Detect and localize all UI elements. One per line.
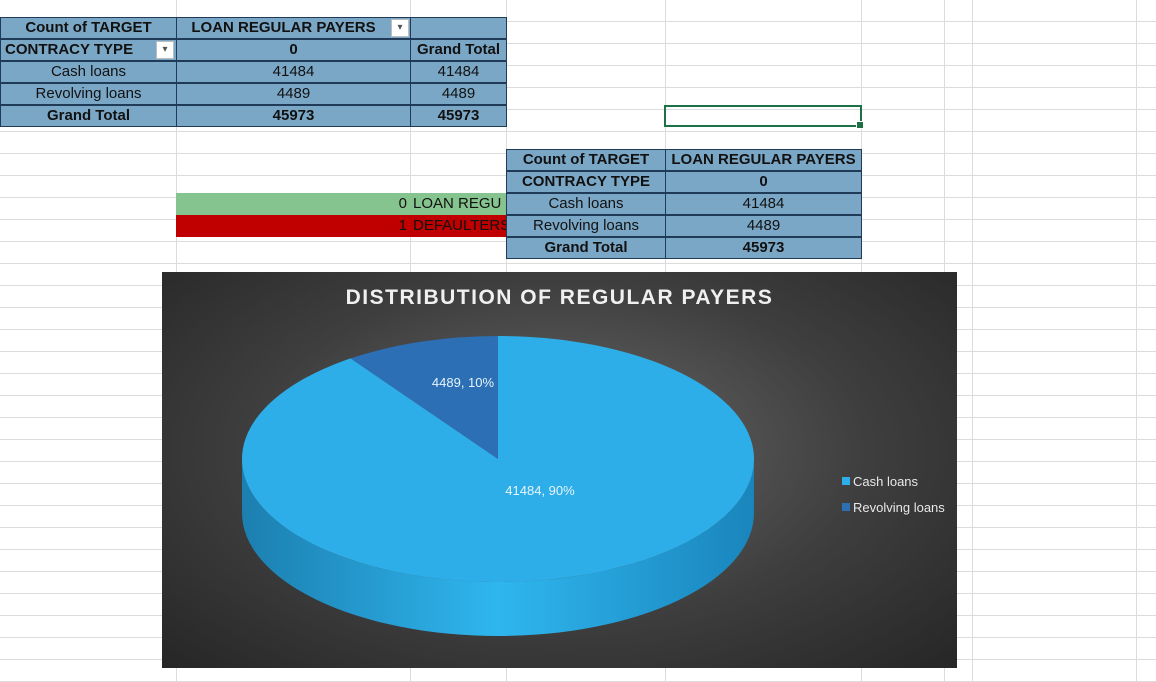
legend-swatch bbox=[842, 503, 850, 511]
legend-label: Cash loans bbox=[853, 473, 919, 489]
key-text-1[interactable]: DEFAULTERS bbox=[411, 215, 507, 237]
key-text-0[interactable]: LOAN REGU bbox=[411, 193, 507, 215]
pivot-cell-value[interactable]: 4489 bbox=[665, 215, 862, 237]
pivot-row-label[interactable]: Revolving loans bbox=[0, 83, 177, 105]
pivot-cell-total[interactable]: 4489 bbox=[410, 83, 507, 105]
column-line bbox=[1136, 0, 1137, 682]
pie-svg: 41484, 90% 4489, 10% bbox=[242, 336, 755, 636]
pivot-cell-total[interactable]: 41484 bbox=[410, 61, 507, 83]
legend-swatch bbox=[842, 477, 850, 485]
fill-handle[interactable] bbox=[856, 121, 864, 129]
pivot-grand-total-total[interactable]: 45973 bbox=[410, 105, 507, 127]
pivot-grand-total-header[interactable]: Grand Total bbox=[410, 39, 507, 61]
pie-data-label: 4489, 10% bbox=[432, 375, 495, 390]
pivot-column-value[interactable]: 0 bbox=[176, 39, 411, 61]
pivot-grand-total-value[interactable]: 45973 bbox=[665, 237, 862, 259]
filter-dropdown-icon[interactable]: ▾ bbox=[391, 19, 409, 37]
pivot-grand-total-label[interactable]: Grand Total bbox=[506, 237, 666, 259]
pie-data-label: 41484, 90% bbox=[505, 483, 575, 498]
pie-slice-cash-loans bbox=[242, 336, 755, 582]
pivot-cell-value[interactable]: 41484 bbox=[665, 193, 862, 215]
pivot-row-label[interactable]: Cash loans bbox=[506, 193, 666, 215]
pie-slice-revolving-loans bbox=[350, 336, 498, 459]
pivot-header-count[interactable]: Count of TARGET bbox=[0, 17, 177, 39]
pie-side bbox=[242, 459, 754, 636]
pivot-cell-value[interactable]: 41484 bbox=[176, 61, 411, 83]
pie-chart[interactable]: DISTRIBUTION OF REGULAR PAYERS 41484, 90… bbox=[162, 272, 957, 668]
key-code-0[interactable]: 0 bbox=[176, 193, 411, 215]
pivot-header-column-field[interactable]: LOAN REGULAR PAYERS bbox=[176, 17, 411, 39]
pivot-grand-total-label[interactable]: Grand Total bbox=[0, 105, 177, 127]
selected-cell[interactable] bbox=[664, 105, 864, 129]
legend-item: Revolving loans bbox=[842, 494, 945, 520]
key-code-1[interactable]: 1 bbox=[176, 215, 411, 237]
legend-label: Revolving loans bbox=[853, 499, 945, 515]
pivot-header-count[interactable]: Count of TARGET bbox=[506, 149, 666, 171]
pivot-row-label[interactable]: Revolving loans bbox=[506, 215, 666, 237]
pivot-row-field[interactable]: CONTRACY TYPE bbox=[506, 171, 666, 193]
pivot-header-column-field[interactable]: LOAN REGULAR PAYERS bbox=[665, 149, 862, 171]
column-line bbox=[972, 0, 973, 682]
pivot-cell-value[interactable]: 4489 bbox=[176, 83, 411, 105]
legend-item: Cash loans bbox=[842, 468, 945, 494]
pivot-column-value[interactable]: 0 bbox=[665, 171, 862, 193]
chart-title: DISTRIBUTION OF REGULAR PAYERS bbox=[345, 286, 774, 309]
pivot-grand-total-value[interactable]: 45973 bbox=[176, 105, 411, 127]
pivot-header-blank[interactable] bbox=[410, 17, 507, 39]
chevron-down-icon[interactable]: ▾ bbox=[156, 41, 174, 59]
pivot-row-label[interactable]: Cash loans bbox=[0, 61, 177, 83]
pivot-row-field[interactable]: CONTRACY TYPE bbox=[0, 39, 177, 61]
chart-legend: Cash loans Revolving loans bbox=[842, 468, 945, 520]
